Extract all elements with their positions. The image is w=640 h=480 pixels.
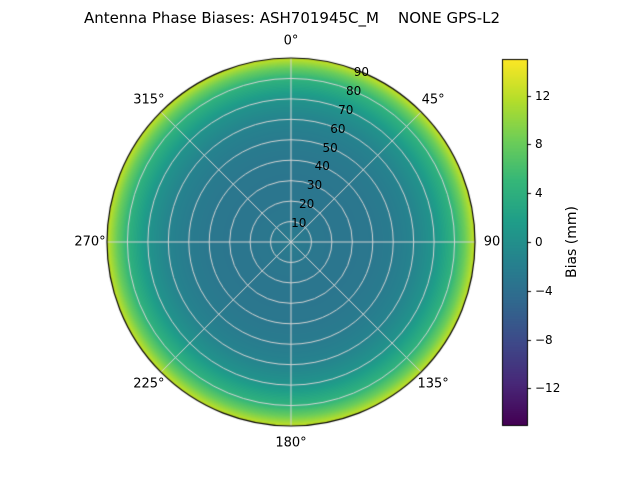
chart-title: Antenna Phase Biases: ASH701945C_M NONE … xyxy=(83,9,501,27)
colorbar-label: Bias (mm) xyxy=(564,205,580,279)
